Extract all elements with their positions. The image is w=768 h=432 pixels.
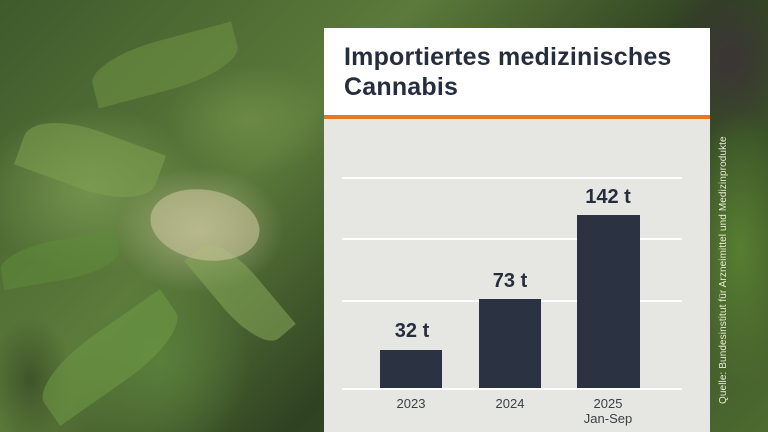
category-2023: 2023 [396, 396, 426, 411]
bar-chart: 32 t 73 t 142 t 2023 2024 2025 Jan-Sep [324, 119, 710, 432]
title-line-1: Importiertes medizinisches [344, 43, 672, 71]
bar-2024 [479, 299, 541, 388]
bar-2023 [380, 350, 442, 388]
category-2024: 2024 [495, 396, 525, 411]
bar-value-2024: 73 t [492, 270, 528, 292]
category-2025-sub: Jan-Sep [583, 411, 633, 426]
chart-header: Importiertes medizinisches Cannabis [324, 28, 710, 119]
title-line-2: Cannabis [344, 73, 459, 101]
source-credit: Quelle: Bundesinstitut für Arzneimittel … [718, 136, 729, 404]
bar-value-2025: 142 t [585, 186, 631, 208]
bar-2025 [577, 215, 640, 388]
baseline [342, 388, 682, 390]
gridline [342, 238, 682, 240]
category-2025: 2025 [593, 396, 623, 411]
bar-value-2023: 32 t [394, 320, 430, 342]
gridline [342, 177, 682, 179]
chart-panel: Importiertes medizinisches Cannabis 32 t… [324, 28, 710, 432]
chart-title: Importiertes medizinisches Cannabis [344, 42, 672, 102]
